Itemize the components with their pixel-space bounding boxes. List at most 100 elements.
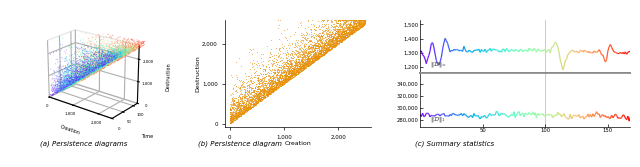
Point	[273, 69, 283, 71]
Point	[311, 56, 321, 59]
Point	[339, 36, 349, 39]
Point	[332, 42, 342, 44]
Point	[248, 79, 258, 82]
Point	[337, 34, 348, 37]
Point	[239, 101, 250, 104]
Point	[309, 24, 319, 27]
Point	[339, 38, 349, 40]
Point	[319, 52, 330, 54]
Point	[253, 90, 263, 92]
Point	[264, 65, 274, 68]
Point	[300, 61, 310, 64]
Point	[236, 108, 246, 111]
Point	[286, 75, 296, 77]
Point	[310, 52, 321, 54]
Point	[298, 64, 308, 67]
Point	[317, 40, 327, 43]
Point	[250, 86, 260, 89]
Point	[340, 22, 351, 24]
Point	[340, 21, 350, 24]
Point	[294, 53, 305, 56]
Point	[243, 108, 253, 111]
Point	[230, 113, 241, 116]
Point	[255, 95, 266, 98]
Point	[307, 61, 317, 64]
Point	[277, 71, 287, 74]
Point	[360, 21, 371, 24]
Point	[342, 34, 353, 37]
Point	[339, 22, 349, 25]
Point	[332, 30, 342, 33]
Point	[332, 42, 342, 45]
Point	[239, 93, 249, 96]
Point	[297, 56, 307, 59]
Point	[270, 85, 280, 88]
Point	[273, 81, 283, 84]
Point	[334, 24, 344, 26]
Point	[280, 79, 290, 81]
Point	[233, 113, 243, 115]
Point	[237, 82, 248, 85]
Point	[300, 63, 310, 65]
Point	[292, 61, 303, 64]
Point	[225, 108, 236, 111]
Point	[319, 51, 330, 54]
Point	[272, 78, 282, 81]
Point	[271, 83, 281, 86]
Point	[300, 58, 310, 61]
Point	[289, 67, 300, 70]
Point	[262, 87, 272, 90]
Point	[277, 80, 287, 83]
Point	[238, 102, 248, 104]
Point	[339, 26, 349, 29]
Point	[322, 35, 332, 38]
Point	[293, 67, 303, 70]
Point	[335, 39, 346, 41]
Point	[242, 108, 252, 111]
Point	[333, 28, 343, 31]
Point	[275, 85, 285, 88]
Point	[240, 105, 250, 108]
Point	[242, 92, 252, 95]
Point	[239, 108, 250, 110]
Point	[260, 89, 270, 91]
Point	[271, 76, 282, 78]
Point	[341, 21, 351, 24]
Point	[318, 50, 328, 52]
Point	[300, 58, 310, 61]
Point	[273, 84, 283, 87]
Point	[318, 42, 328, 45]
Point	[347, 29, 357, 32]
Point	[316, 49, 326, 52]
Point	[246, 102, 256, 105]
Point	[253, 99, 264, 102]
Point	[262, 93, 273, 96]
Point	[291, 50, 301, 53]
Point	[340, 33, 350, 36]
Point	[227, 118, 237, 120]
Point	[237, 105, 248, 108]
Point	[257, 94, 268, 97]
Point	[298, 61, 308, 64]
Point	[275, 71, 285, 74]
Point	[275, 76, 285, 79]
Point	[284, 77, 294, 79]
Point	[309, 28, 319, 30]
Point	[337, 39, 347, 42]
Point	[283, 62, 293, 65]
Point	[326, 40, 336, 43]
Point	[253, 101, 263, 103]
Point	[329, 45, 339, 48]
Point	[343, 32, 353, 34]
Point	[238, 109, 248, 112]
Point	[313, 46, 323, 49]
Point	[260, 96, 270, 99]
Point	[348, 21, 358, 24]
Point	[243, 94, 253, 97]
Point	[272, 84, 282, 87]
Point	[241, 108, 251, 111]
Point	[326, 29, 336, 31]
Point	[287, 68, 297, 71]
Point	[316, 49, 326, 51]
Point	[338, 29, 348, 32]
